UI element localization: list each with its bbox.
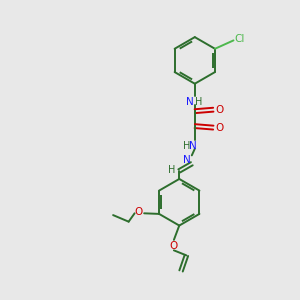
Text: O: O <box>134 207 142 217</box>
Text: O: O <box>216 123 224 133</box>
Text: H: H <box>168 165 176 175</box>
Text: H: H <box>183 141 190 151</box>
Text: O: O <box>169 242 177 251</box>
Text: H: H <box>195 97 202 106</box>
Text: N: N <box>185 97 193 106</box>
Text: O: O <box>216 105 224 115</box>
Text: N: N <box>183 155 190 165</box>
Text: Cl: Cl <box>234 34 244 44</box>
Text: N: N <box>189 141 197 151</box>
